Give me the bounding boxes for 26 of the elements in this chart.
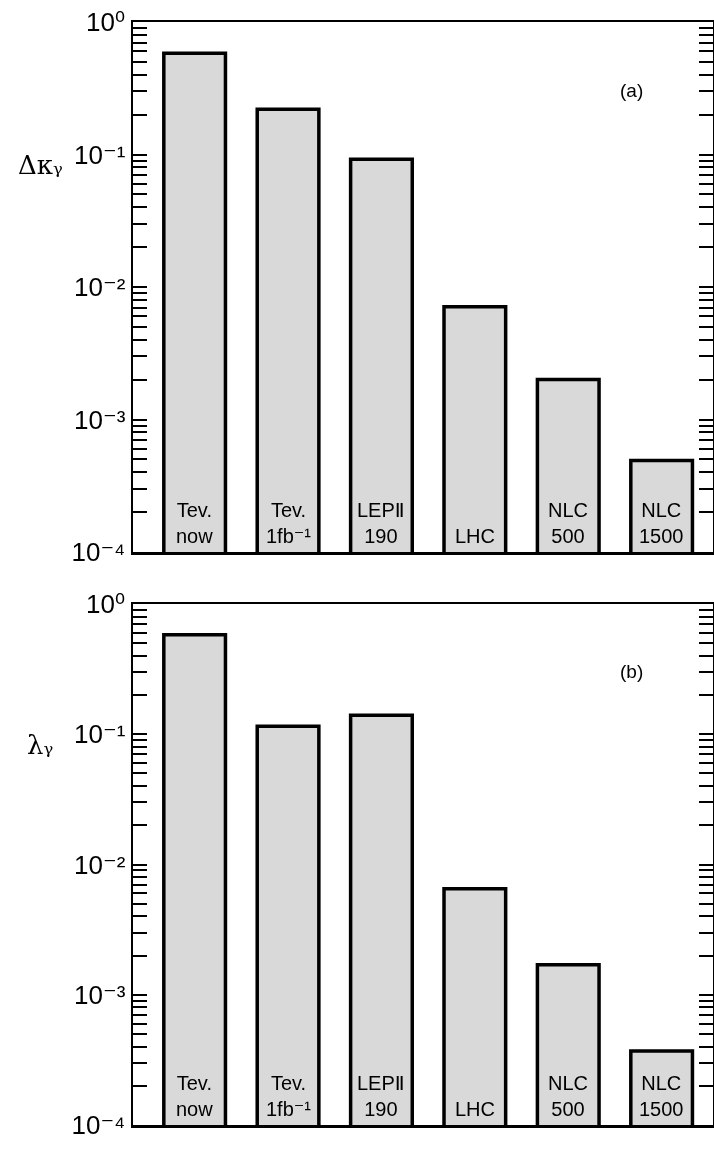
x-tick-label: NLC 1500 xyxy=(639,499,684,547)
x-tick-label: Tev. 1fb⁻¹ xyxy=(266,1072,312,1120)
x-tick-label: LHC xyxy=(455,525,496,547)
y-tick-label: 10⁻⁴ xyxy=(71,1110,126,1141)
x-tick-label: NLC 500 xyxy=(548,1072,589,1120)
x-tick-label: NLC 500 xyxy=(548,499,589,547)
y-tick-label: 10⁻¹ xyxy=(73,139,126,170)
x-tick-label: Tev. now xyxy=(176,499,214,547)
x-tick-label: LEPⅡ 190 xyxy=(357,1072,405,1120)
x-tick-label: Tev. now xyxy=(176,1072,214,1120)
x-tick-label: LEPⅡ 190 xyxy=(357,499,405,547)
y-tick-label: 10⁻¹ xyxy=(73,719,126,750)
y-tick-label: 10⁻³ xyxy=(73,404,126,435)
y-tick-label: 10⁻² xyxy=(73,272,126,303)
y-axis-title: λᵧ xyxy=(27,730,54,760)
annotation: (a) xyxy=(620,80,644,101)
x-tick-label: LHC xyxy=(455,1098,496,1120)
y-tick-label: 10⁻² xyxy=(73,849,126,880)
x-tick-label: NLC 1500 xyxy=(639,1072,684,1120)
annotation: (b) xyxy=(620,661,644,682)
x-tick-label: Tev. 1fb⁻¹ xyxy=(266,499,312,547)
y-axis-title: Δκᵧ xyxy=(18,150,63,180)
y-tick-label: 10⁰ xyxy=(85,7,126,38)
y-tick-label: 10⁰ xyxy=(85,589,126,620)
y-tick-label: 10⁻³ xyxy=(73,979,126,1010)
y-tick-label: 10⁻⁴ xyxy=(71,537,126,568)
